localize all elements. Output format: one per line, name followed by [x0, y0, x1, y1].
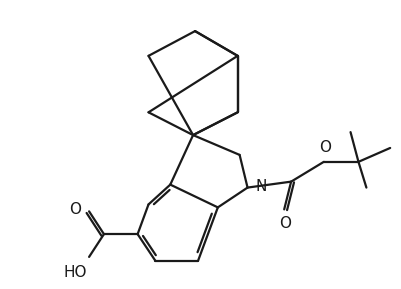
- Text: HO: HO: [63, 265, 87, 280]
- Text: O: O: [69, 202, 81, 217]
- Text: O: O: [278, 216, 290, 231]
- Text: O: O: [318, 140, 330, 155]
- Text: N: N: [255, 179, 266, 194]
